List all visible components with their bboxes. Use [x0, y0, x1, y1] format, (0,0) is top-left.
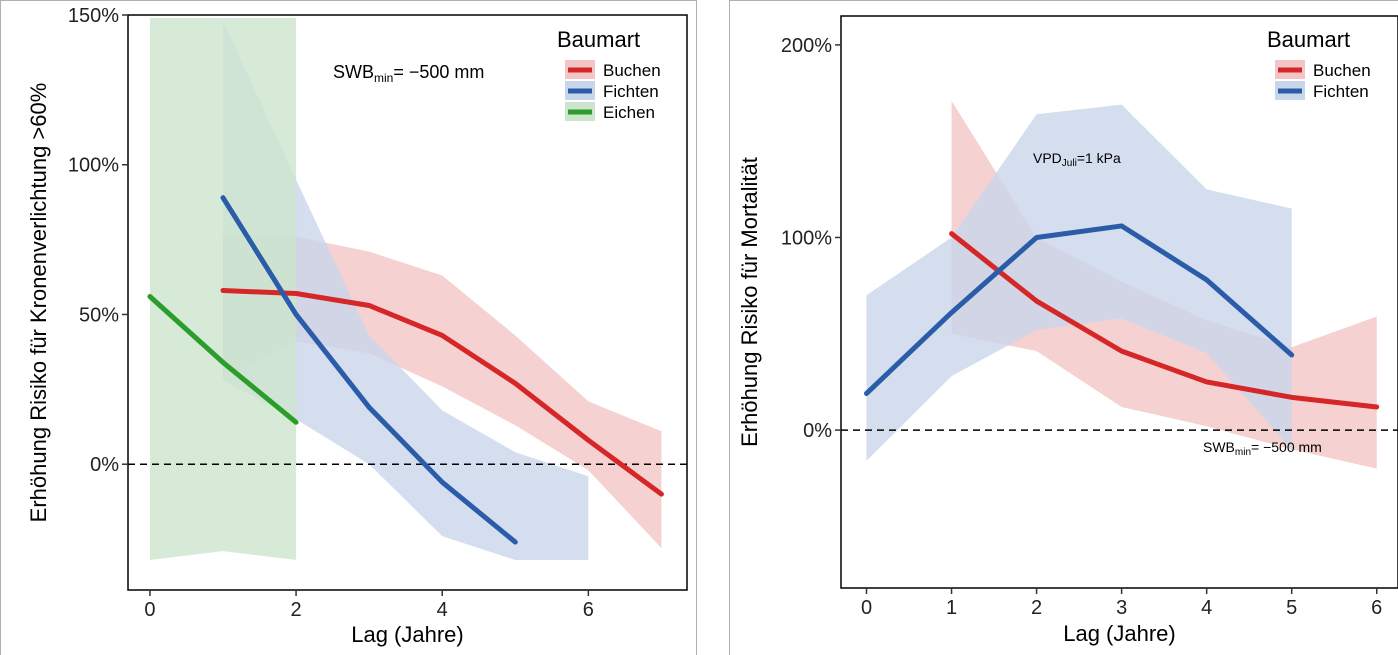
x-tick-label: 0 — [861, 597, 872, 619]
left-x-axis-title: Lag (Jahre) — [351, 622, 464, 647]
x-tick-label: 3 — [1116, 597, 1127, 619]
x-tick-label: 5 — [1286, 597, 1297, 619]
right-chart-bands — [866, 100, 1377, 469]
x-tick-label: 6 — [583, 599, 594, 621]
left-chart: 0 2 4 6 0% 50% 100% 150% Lag (Jahre) Erhöhung R… — [26, 5, 688, 647]
line-eichen — [147, 294, 299, 425]
line-buchen — [220, 288, 664, 497]
left-legend: Baumart Buchen Fichten Eichen — [557, 27, 661, 122]
x-tick-label: 4 — [1201, 597, 1212, 619]
y-tick-label: 0% — [803, 420, 832, 442]
right-x-axis-title: Lag (Jahre) — [1063, 621, 1176, 646]
right-annotation-vpd: VPDJuli=1 kPa — [1033, 150, 1121, 169]
left-plot-frame — [127, 14, 688, 591]
line-fichten — [864, 223, 1295, 396]
left-annotation-swb: SWBmin= −500 mm — [333, 62, 484, 85]
left-y-axis-title: Erhöhung Risiko für Kronenverlichtung >6… — [26, 83, 51, 523]
left-legend-title: Baumart — [557, 27, 640, 52]
y-tick-label: 100% — [781, 227, 832, 249]
legend-label-buchen: Buchen — [1313, 61, 1371, 80]
x-tick-label: 0 — [144, 599, 155, 621]
y-tick-label: 150% — [68, 5, 119, 27]
y-tick-label: 100% — [68, 155, 119, 177]
right-legend: Baumart Buchen Fichten — [1267, 27, 1371, 101]
y-tick-label: 0% — [90, 454, 119, 476]
left-panel-frame — [0, 0, 697, 655]
x-tick-label: 2 — [291, 599, 302, 621]
line-fichten — [220, 195, 518, 545]
right-panel-frame — [729, 0, 1398, 655]
y-tick-label: 50% — [79, 304, 119, 326]
legend-label-buchen: Buchen — [603, 61, 661, 80]
legend-label-fichten: Fichten — [1313, 82, 1369, 101]
right-legend-title: Baumart — [1267, 27, 1350, 52]
right-y-axis-title: Erhöhung Risiko für Mortalität — [737, 157, 762, 447]
x-tick-label: 6 — [1371, 597, 1382, 619]
left-chart-series-lines — [147, 195, 664, 545]
band-fichten — [222, 20, 589, 561]
x-tick-label: 2 — [1031, 597, 1042, 619]
x-tick-label: 4 — [437, 599, 448, 621]
right-chart: 0 1 2 3 4 5 6 0% 100% 200% Lag (Jahre) Erhöhung R… — [737, 15, 1398, 646]
right-chart-series-lines — [864, 223, 1380, 410]
right-annotation-swb: SWBmin= −500 mm — [1203, 439, 1322, 458]
right-plot-frame — [840, 15, 1398, 589]
band-fichten — [866, 104, 1292, 461]
legend-label-fichten: Fichten — [603, 82, 659, 101]
line-buchen — [949, 231, 1380, 410]
y-tick-label: 200% — [781, 35, 832, 57]
right-chart-axes: 0 1 2 3 4 5 6 0% 100% 200% — [781, 35, 1382, 619]
legend-label-eichen: Eichen — [603, 103, 655, 122]
left-chart-axes: 0 2 4 6 0% 50% 100% 150% — [68, 5, 594, 621]
x-tick-label: 1 — [946, 597, 957, 619]
